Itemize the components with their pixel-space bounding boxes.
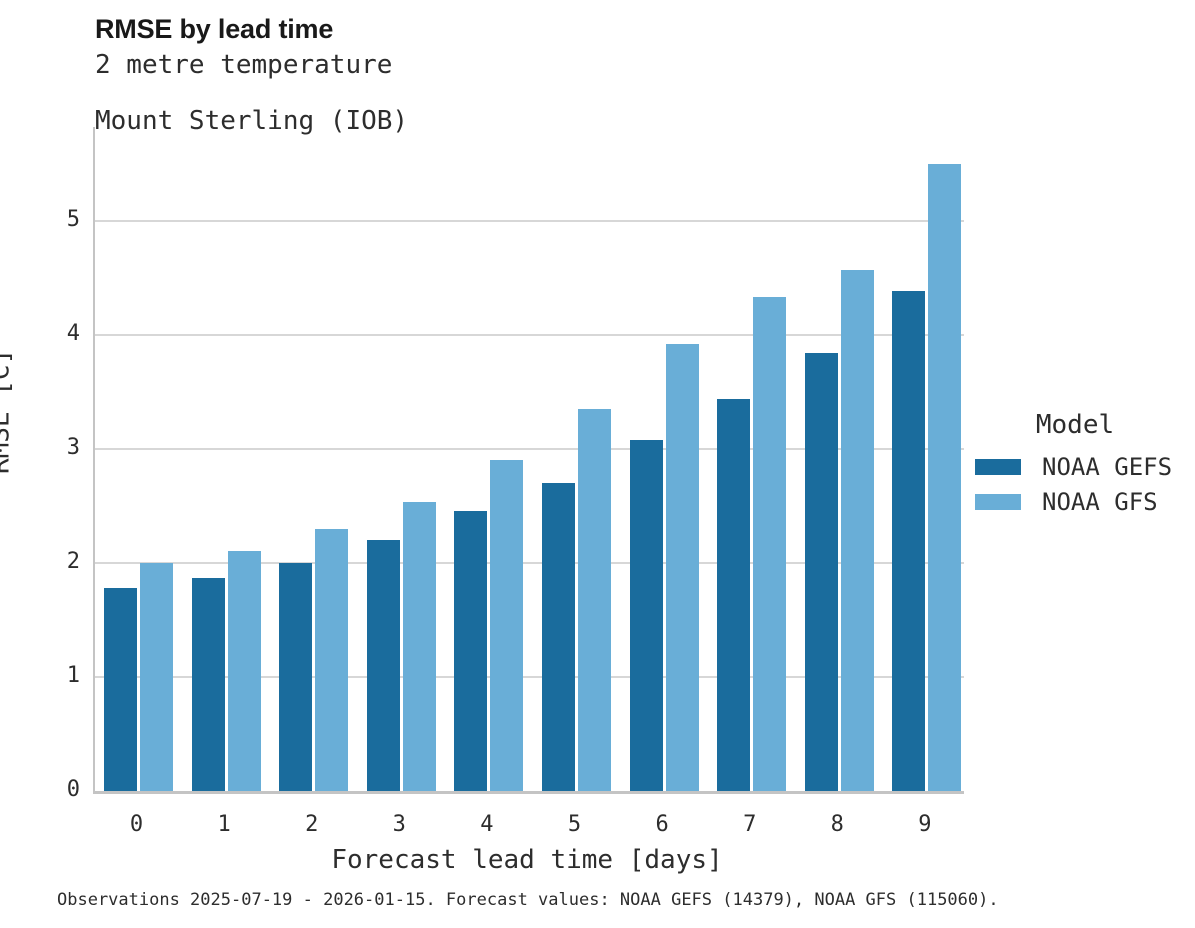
x-tick-label-5: 5 <box>567 812 582 837</box>
plot-area <box>93 127 964 794</box>
x-tick-label-0: 0 <box>129 812 144 837</box>
gridline-y-1 <box>95 675 964 678</box>
x-tick-label-7: 7 <box>743 812 757 837</box>
bar-noaa-gfs-lead-6 <box>665 343 699 791</box>
subtitle-line-1: 2 metre temperature <box>95 50 393 80</box>
gridline-y-5 <box>95 219 964 222</box>
x-tick-label-3: 3 <box>392 812 406 837</box>
bar-noaa-gfs-lead-0 <box>140 562 173 791</box>
legend-title: Model <box>1035 410 1115 440</box>
y-tick-label-1: 1 <box>66 662 80 688</box>
x-tick-label-1: 1 <box>217 812 231 837</box>
bar-noaa-gfs-lead-1 <box>227 551 261 791</box>
bar-noaa-gefs-lead-1 <box>191 577 225 791</box>
bar-noaa-gefs-lead-3 <box>366 540 400 791</box>
bar-noaa-gfs-lead-3 <box>402 502 436 791</box>
x-axis-title: Forecast lead time [days] <box>331 845 723 875</box>
legend-item: NOAA GEFS <box>975 453 1175 481</box>
x-tick-label-2: 2 <box>305 812 319 837</box>
bar-noaa-gfs-lead-2 <box>315 528 349 791</box>
bar-noaa-gfs-lead-8 <box>840 269 874 791</box>
caption-text: Observations 2025-07-19 - 2026-01-15. Fo… <box>57 890 999 910</box>
bar-noaa-gefs-lead-5 <box>542 482 575 791</box>
x-tick-label-8: 8 <box>830 812 844 837</box>
bar-noaa-gfs-lead-9 <box>928 163 962 791</box>
bar-noaa-gfs-lead-5 <box>578 408 611 791</box>
y-tick-label-0: 0 <box>66 777 80 802</box>
bar-noaa-gefs-lead-7 <box>717 398 751 791</box>
legend: Model NOAA GEFS NOAA GFS <box>975 410 1175 526</box>
gridline-y-2 <box>95 561 964 564</box>
y-axis-title: RMSE [C] <box>0 348 16 474</box>
bar-noaa-gefs-lead-8 <box>804 352 838 791</box>
bar-noaa-gfs-lead-4 <box>490 460 524 791</box>
bar-noaa-gefs-lead-9 <box>892 291 926 791</box>
chart-title: RMSE by lead time <box>95 14 334 44</box>
subtitle-line-2: Mount Sterling (IOB) <box>95 106 409 136</box>
chart-subtitle: 2 metre temperature Mount Sterling (IOB) <box>95 51 408 135</box>
bar-noaa-gefs-lead-6 <box>629 439 663 791</box>
y-tick-label-3: 3 <box>66 434 80 460</box>
legend-swatch-noaa-gfs <box>975 494 1021 510</box>
gridline-y-4 <box>95 333 964 336</box>
x-tick-label-9: 9 <box>918 812 932 837</box>
bar-noaa-gefs-lead-2 <box>279 562 313 791</box>
legend-label: NOAA GEFS <box>1042 453 1173 481</box>
legend-item: NOAA GFS <box>975 488 1175 516</box>
gridline-y-3 <box>95 447 964 450</box>
legend-swatch-noaa-gefs <box>975 459 1021 475</box>
y-tick-label-4: 4 <box>66 320 80 346</box>
bar-noaa-gefs-lead-4 <box>454 511 488 791</box>
legend-label: NOAA GFS <box>1042 488 1158 516</box>
y-tick-label-2: 2 <box>66 548 80 574</box>
bar-noaa-gfs-lead-7 <box>753 297 787 791</box>
x-tick-label-4: 4 <box>480 812 494 837</box>
bar-noaa-gefs-lead-0 <box>104 587 137 791</box>
x-tick-label-6: 6 <box>655 812 669 837</box>
y-tick-label-5: 5 <box>66 206 80 232</box>
